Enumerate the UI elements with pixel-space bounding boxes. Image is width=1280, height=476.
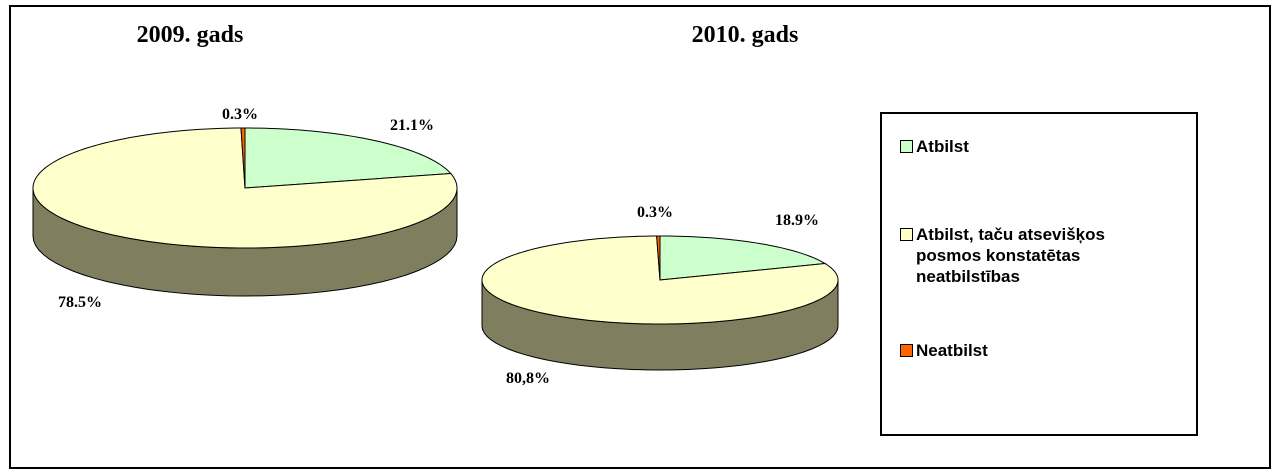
legend-swatch: [900, 344, 913, 357]
data-label: 0.3%: [222, 106, 258, 123]
pie-slice: [656, 235, 661, 281]
data-label: 78.5%: [58, 294, 102, 311]
data-label: 18.9%: [775, 212, 819, 229]
chart-title: 2009. gads: [137, 22, 244, 48]
legend: Atbilst Atbilst, taču atsevišķos posmos k…: [880, 112, 1198, 436]
data-label: 80,8%: [506, 370, 550, 387]
chart-title: 2010. gads: [692, 22, 799, 48]
pie-slice: [244, 127, 452, 189]
legend-swatch: [900, 140, 913, 153]
legend-label: Atbilst, taču atsevišķos posmos konstatē…: [916, 225, 1105, 286]
data-label: 0.3%: [637, 204, 673, 221]
pie-slice: [240, 127, 246, 189]
legend-label: Atbilst: [916, 137, 969, 156]
pie-slice: [659, 235, 827, 281]
legend-label: Neatbilst: [916, 341, 988, 360]
frame: [9, 5, 1271, 469]
data-label: 21.1%: [390, 117, 434, 134]
legend-swatch: [900, 228, 913, 241]
